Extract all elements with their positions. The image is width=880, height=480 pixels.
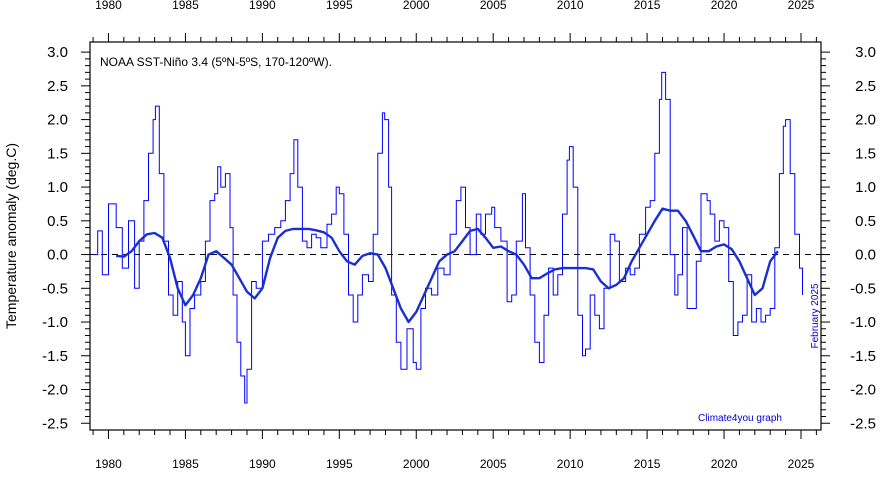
plot-frame bbox=[89, 41, 822, 431]
y-tick-label-left: -2.5 bbox=[42, 415, 68, 432]
y-tick-label-right: -2.0 bbox=[850, 382, 876, 399]
x-tick-label-bottom: 1980 bbox=[95, 457, 122, 471]
x-tick-label-top: 2010 bbox=[557, 0, 584, 12]
x-tick-label-top: 1980 bbox=[95, 0, 122, 12]
x-tick-label-bottom: 2010 bbox=[557, 457, 584, 471]
y-tick-label-left: 3.0 bbox=[47, 44, 68, 61]
x-tick-label-bottom: 2005 bbox=[480, 457, 507, 471]
y-tick-label-right: 3.0 bbox=[855, 44, 876, 61]
series-group bbox=[90, 71, 821, 404]
y-tick-label-right: 0.0 bbox=[855, 247, 876, 264]
x-tick-label-bottom: 2025 bbox=[788, 457, 815, 471]
x-tick-label-top: 2005 bbox=[480, 0, 507, 12]
monthly-series-line bbox=[93, 71, 803, 404]
y-tick-label-left: 1.0 bbox=[47, 179, 68, 196]
x-tick-label-top: 2020 bbox=[711, 0, 738, 12]
x-tick-label-top: 2015 bbox=[634, 0, 661, 12]
x-tick-label-bottom: 2020 bbox=[711, 457, 738, 471]
x-tick-label-bottom: 1990 bbox=[249, 457, 276, 471]
credit-label: Climate4you graph bbox=[698, 413, 782, 424]
y-tick-label-right: -0.5 bbox=[850, 280, 876, 297]
y-tick-label-left: -1.0 bbox=[42, 314, 68, 331]
x-tick-label-top: 1985 bbox=[172, 0, 199, 12]
smoothed-series-line bbox=[116, 207, 779, 324]
x-tick-label-top: 2000 bbox=[403, 0, 430, 12]
y-tick-label-left: -1.5 bbox=[42, 348, 68, 365]
y-tick-label-left: 2.0 bbox=[47, 112, 68, 129]
y-tick-label-right: -1.0 bbox=[850, 314, 876, 331]
x-tick-label-bottom: 1985 bbox=[172, 457, 199, 471]
y-tick-label-left: 1.5 bbox=[47, 145, 68, 162]
y-tick-label-right: 2.0 bbox=[855, 112, 876, 129]
x-axis-ticks: 1980 1980 1985 1985 1990 1990 1995 1995 2000 2000… bbox=[92, 0, 817, 471]
y-tick-label-left: 0.0 bbox=[47, 247, 68, 264]
y-tick-label-right: 1.0 bbox=[855, 179, 876, 196]
x-tick-label-top: 1995 bbox=[326, 0, 353, 12]
y-tick-label-left: -2.0 bbox=[42, 382, 68, 399]
y-tick-label-left: -0.5 bbox=[42, 280, 68, 297]
y-tick-label-left: 0.5 bbox=[47, 213, 68, 230]
x-tick-label-bottom: 2000 bbox=[403, 457, 430, 471]
y-tick-label-right: -1.5 bbox=[850, 348, 876, 365]
y-axis-ticks: 3.0 3.0 2.5 2.5 2.0 2.0 1.5 1.5 1.0 1.0 0.5 0.5 0.0 0… bbox=[42, 44, 876, 432]
x-tick-label-top: 2025 bbox=[788, 0, 815, 12]
y-tick-label-right: 1.5 bbox=[855, 145, 876, 162]
x-tick-label-bottom: 2015 bbox=[634, 457, 661, 471]
chart-title: NOAA SST-Niño 3.4 (5ºN-5ºS, 170-120ºW). bbox=[100, 55, 332, 69]
y-tick-label-right: 0.5 bbox=[855, 213, 876, 230]
y-tick-label-right: 2.5 bbox=[855, 78, 876, 95]
y-tick-label-left: 2.5 bbox=[47, 78, 68, 95]
x-tick-label-bottom: 1995 bbox=[326, 457, 353, 471]
x-tick-label-top: 1990 bbox=[249, 0, 276, 12]
y-tick-label-right: -2.5 bbox=[850, 415, 876, 432]
y-axis-label: Temperature anomaly (deg.C) bbox=[3, 143, 19, 329]
date-stamp: February 2025 bbox=[810, 283, 821, 348]
